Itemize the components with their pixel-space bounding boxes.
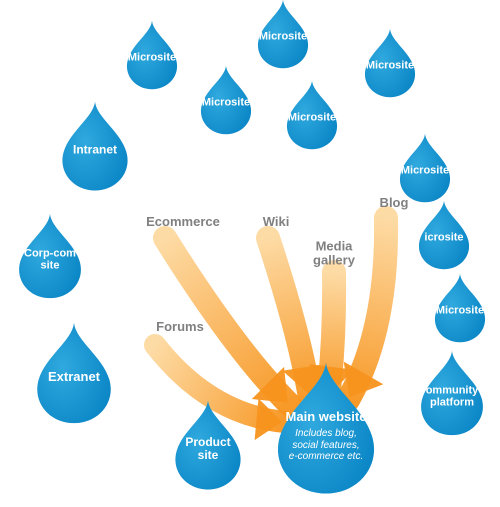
- droplet-product-site: Product site: [169, 399, 247, 491]
- droplet-icon: [122, 20, 182, 91]
- droplet-icon: [414, 200, 474, 271]
- droplet-main-website: Main websiteIncludes blog, social featur…: [269, 360, 384, 496]
- droplet-icon: [13, 212, 87, 299]
- droplet-icon: [430, 273, 490, 344]
- droplet-extranet: Extranet: [30, 321, 118, 425]
- droplet-icon: [395, 133, 455, 204]
- droplet-microsite-7: icrosite: [414, 200, 474, 271]
- droplet-community: ommunity platform: [415, 349, 489, 436]
- droplet-icon: [360, 28, 420, 99]
- droplet-icon: [56, 100, 134, 192]
- droplet-icon: [30, 321, 118, 425]
- droplet-icon: [415, 349, 489, 436]
- droplet-microsite-6: Microsite: [395, 133, 455, 204]
- droplet-icon: [282, 80, 342, 151]
- diagram-stage: ForumsEcommerceWikiMedia galleryBlogMicr…: [0, 0, 500, 507]
- droplet-microsite-5: Microsite: [282, 80, 342, 151]
- droplet-icon: [253, 0, 313, 69]
- droplet-microsite-2: Microsite: [253, 0, 313, 69]
- droplet-intranet: Intranet: [56, 100, 134, 192]
- droplet-icon: [169, 399, 247, 491]
- droplet-icon: [269, 360, 384, 496]
- droplet-icon: [196, 65, 256, 136]
- droplet-microsite-8: Microsite: [430, 273, 490, 344]
- droplet-microsite-3: Microsite: [196, 65, 256, 136]
- droplet-corp-com: Corp-com site: [13, 212, 87, 299]
- droplet-microsite-4: Microsite: [360, 28, 420, 99]
- droplet-microsite-1: Microsite: [122, 20, 182, 91]
